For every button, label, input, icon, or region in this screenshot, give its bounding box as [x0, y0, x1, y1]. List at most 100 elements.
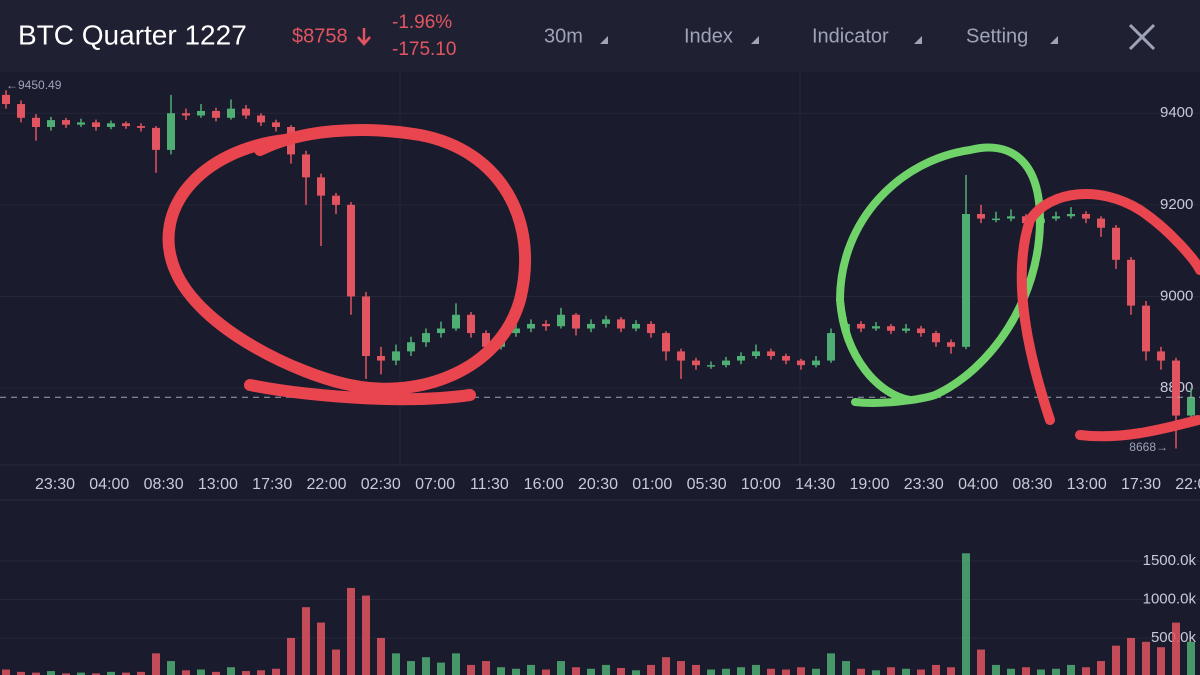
x-tick-label: 23:30	[904, 476, 944, 493]
caret	[600, 36, 608, 44]
volume-bar	[362, 595, 370, 675]
index-menu[interactable]: Index	[684, 25, 733, 47]
candle-body	[467, 314, 475, 334]
candle-body	[1142, 305, 1150, 352]
interval-menu[interactable]: 30m	[544, 25, 583, 47]
title: BTC Quarter 1227	[18, 19, 247, 50]
change-pct: -1.96%	[392, 12, 452, 33]
candle-body	[872, 326, 880, 329]
candle-body	[197, 110, 205, 116]
candle-body	[302, 154, 310, 178]
volume-bar	[872, 670, 880, 675]
x-tick-label: 16:00	[524, 476, 564, 493]
volume-bar	[602, 664, 610, 675]
volume-bar	[512, 668, 520, 675]
candle-body	[257, 115, 265, 123]
candle-body	[422, 333, 430, 343]
y-tick-label: 9400	[1160, 104, 1193, 121]
close-button[interactable]	[1128, 23, 1156, 51]
volume-bar	[257, 670, 265, 675]
x-tick-label: 08:30	[1012, 476, 1052, 493]
x-tick-label: 05:30	[687, 476, 727, 493]
candle-body	[887, 326, 895, 331]
volume-bar	[962, 553, 970, 675]
volume-bar	[62, 673, 70, 675]
volume-bar	[332, 649, 340, 675]
x-tick-label: 17:30	[252, 476, 292, 493]
candle-body	[797, 360, 805, 366]
volume-bar	[452, 653, 460, 675]
volume-bar	[1022, 667, 1030, 675]
volume-bar	[572, 667, 580, 675]
candle-body	[317, 177, 325, 196]
x-tick-label: 04:00	[89, 476, 129, 493]
setting-menu[interactable]: Setting	[966, 25, 1028, 47]
caret	[914, 36, 922, 44]
volume-bar	[242, 671, 250, 675]
volume-bar	[317, 622, 325, 675]
max-label: ←9450.49	[6, 78, 62, 92]
x-tick-label: 17:30	[1121, 476, 1161, 493]
candle-body	[1127, 259, 1135, 306]
candle-body	[602, 319, 610, 324]
volume-bar	[722, 668, 730, 675]
volume-bar	[197, 669, 205, 675]
candle-body	[212, 110, 220, 118]
candle-body	[647, 323, 655, 334]
volume-tick-label: 1500.0k	[1143, 552, 1197, 569]
x-tick-label: 23:30	[35, 476, 75, 493]
volume-bar	[662, 657, 670, 675]
candle-body	[632, 323, 640, 329]
indicator-menu[interactable]: Indicator	[812, 25, 889, 47]
volume-bar	[287, 637, 295, 675]
volume-bar	[632, 670, 640, 675]
candle-body	[122, 123, 130, 127]
x-tick-label: 14:30	[795, 476, 835, 493]
volume-bar	[1082, 667, 1090, 675]
annotations	[162, 124, 1200, 442]
volume-bar	[767, 668, 775, 675]
volume-bar	[827, 653, 835, 675]
candle-body	[1067, 213, 1075, 217]
candle-body	[707, 365, 715, 367]
candle-body	[512, 328, 520, 334]
red-circle	[162, 124, 532, 406]
volume-bar	[842, 661, 850, 675]
candle-body	[767, 351, 775, 356]
candle-body	[332, 195, 340, 205]
plot: 94009200900088001500.0k1000.0k500.0k23:3…	[0, 78, 1200, 675]
candle-body	[902, 328, 910, 331]
green-circle	[835, 143, 1045, 407]
x-tick-label: 01:00	[632, 476, 672, 493]
candle-body	[272, 122, 280, 127]
x-tick-label: 22:00	[306, 476, 346, 493]
volume-bar	[1157, 647, 1165, 675]
volume-bar	[782, 669, 790, 675]
candle-body	[227, 108, 235, 118]
candle-body	[617, 319, 625, 329]
volume-bar	[497, 667, 505, 675]
candle-body	[1052, 216, 1060, 219]
volume-bar	[587, 668, 595, 675]
candle-body	[527, 323, 535, 329]
volume-bar	[557, 661, 565, 675]
candle-body	[752, 351, 760, 356]
x-tick-label: 07:00	[415, 476, 455, 493]
volume-bar	[617, 667, 625, 675]
x-tick-label: 08:30	[144, 476, 184, 493]
candle-body	[1172, 360, 1180, 416]
volume-bar	[407, 661, 415, 675]
volume-bar	[272, 668, 280, 675]
volume-bar	[227, 667, 235, 675]
candle-body	[437, 328, 445, 334]
volume-bar	[437, 662, 445, 675]
volume-bar	[377, 637, 385, 675]
volume-bar	[812, 668, 820, 675]
candle-body	[557, 314, 565, 327]
down-arrow	[357, 28, 371, 46]
volume-bar	[212, 671, 220, 675]
candle-body	[92, 122, 100, 127]
volume-bar	[347, 587, 355, 675]
candle-body	[857, 323, 865, 329]
x-tick-label: 22:00	[1175, 476, 1200, 493]
